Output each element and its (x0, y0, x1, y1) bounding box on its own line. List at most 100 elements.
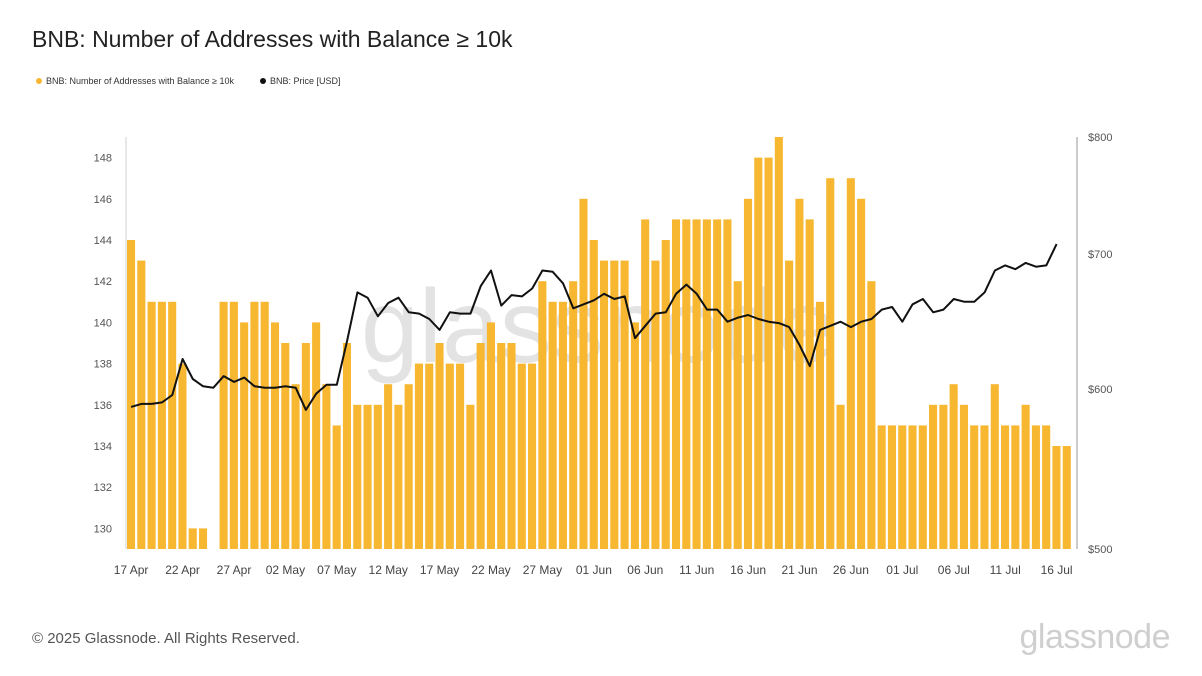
y-left-tick-label: 130 (94, 523, 112, 535)
line-series-price (130, 243, 1058, 411)
bar (579, 198, 588, 550)
bar (1052, 446, 1061, 549)
x-tick-label: 21 Jun (781, 563, 817, 577)
bar (959, 404, 968, 549)
bar (476, 343, 485, 549)
x-tick-label: 06 Jul (938, 563, 970, 577)
bar (867, 281, 876, 549)
x-tick-label: 11 Jun (679, 563, 714, 577)
bar (322, 384, 331, 549)
bar (651, 260, 660, 549)
bar (538, 281, 547, 549)
legend-swatch-addresses (36, 78, 42, 84)
bar (528, 363, 537, 549)
x-tick-label: 22 Apr (165, 563, 200, 577)
bar (301, 343, 310, 549)
bar (507, 343, 516, 549)
bar (281, 343, 290, 549)
y-right-tick-label: $800 (1088, 132, 1112, 144)
bar (1042, 425, 1051, 549)
bar (610, 260, 619, 549)
bar (404, 384, 413, 549)
bar (548, 301, 557, 549)
y-left-tick-label: 144 (94, 235, 112, 247)
bar (384, 384, 393, 549)
bar (754, 157, 763, 549)
glassnode-logo: glassnode (1019, 618, 1170, 656)
bar (332, 425, 341, 549)
y-right-tick-label: $600 (1088, 384, 1112, 396)
x-tick-label: 22 May (471, 563, 510, 577)
x-axis: 17 Apr 22 Apr 27 Apr 02 May 07 May 12 May 17 M… (114, 563, 1073, 577)
bar (990, 384, 999, 549)
bar (373, 404, 382, 549)
x-tick-label: 06 Jun (627, 563, 663, 577)
bar (229, 301, 238, 549)
bar (425, 363, 434, 549)
bar (743, 198, 753, 550)
bar (815, 301, 825, 549)
y-axis-right: $500 $600 $700 $800 (1088, 132, 1112, 556)
bar (497, 343, 506, 549)
chart-title: BNB: Number of Addresses with Balance ≥ … (32, 26, 513, 52)
bar (1062, 446, 1071, 549)
bar (713, 219, 722, 549)
legend-label-addresses: BNB: Number of Addresses with Balance ≥ … (46, 76, 235, 86)
y-right-tick-label: $700 (1088, 249, 1112, 261)
bar (445, 363, 454, 549)
bar (589, 240, 598, 549)
legend-item-addresses[interactable]: BNB: Number of Addresses with Balance ≥ … (36, 76, 234, 86)
bar (702, 219, 711, 549)
legend-swatch-price (260, 78, 267, 84)
x-tick-label: 02 May (266, 563, 305, 577)
bar (785, 260, 794, 549)
bar (486, 322, 495, 549)
bar (661, 240, 670, 549)
bar (877, 425, 886, 549)
x-tick-label: 01 Jul (886, 563, 918, 577)
x-tick-label: 16 Jul (1041, 563, 1073, 577)
bar (147, 301, 156, 549)
bar (1011, 425, 1020, 549)
legend-item-price[interactable]: BNB: Price [USD] (260, 76, 341, 86)
bar (363, 404, 372, 549)
bar (620, 260, 629, 549)
bar (1021, 404, 1030, 549)
y-left-tick-label: 146 (94, 194, 112, 206)
bar (127, 240, 136, 549)
bar (980, 425, 989, 549)
x-tick-label: 12 May (369, 563, 408, 577)
bar (198, 528, 208, 549)
bar (970, 425, 979, 549)
bar (569, 281, 578, 549)
bar (774, 137, 783, 549)
bar (291, 384, 300, 549)
bar (240, 322, 249, 549)
y-left-tick-label: 132 (94, 482, 112, 494)
x-tick-label: 01 Jun (576, 563, 612, 577)
bar (260, 301, 269, 549)
x-tick-label: 07 May (317, 563, 356, 577)
x-tick-label: 27 May (523, 563, 562, 577)
bar (558, 301, 567, 549)
y-left-tick-label: 134 (94, 441, 112, 453)
bar (630, 322, 639, 549)
x-tick-label: 27 Apr (217, 563, 252, 577)
y-left-tick-label: 140 (94, 317, 112, 329)
bar (682, 219, 691, 549)
y-left-tick-label: 148 (94, 153, 112, 165)
bar (764, 157, 773, 549)
bar (342, 343, 352, 549)
bar (270, 322, 280, 549)
bar (949, 384, 958, 549)
bar (671, 219, 681, 549)
bar (836, 404, 845, 549)
bar (1031, 425, 1040, 549)
bar (466, 404, 475, 549)
bar (641, 219, 650, 549)
bar (908, 425, 917, 549)
bar (795, 198, 804, 550)
x-tick-label: 26 Jun (833, 563, 869, 577)
bar-series-addresses (127, 137, 1071, 550)
x-tick-label: 17 Apr (114, 563, 149, 577)
